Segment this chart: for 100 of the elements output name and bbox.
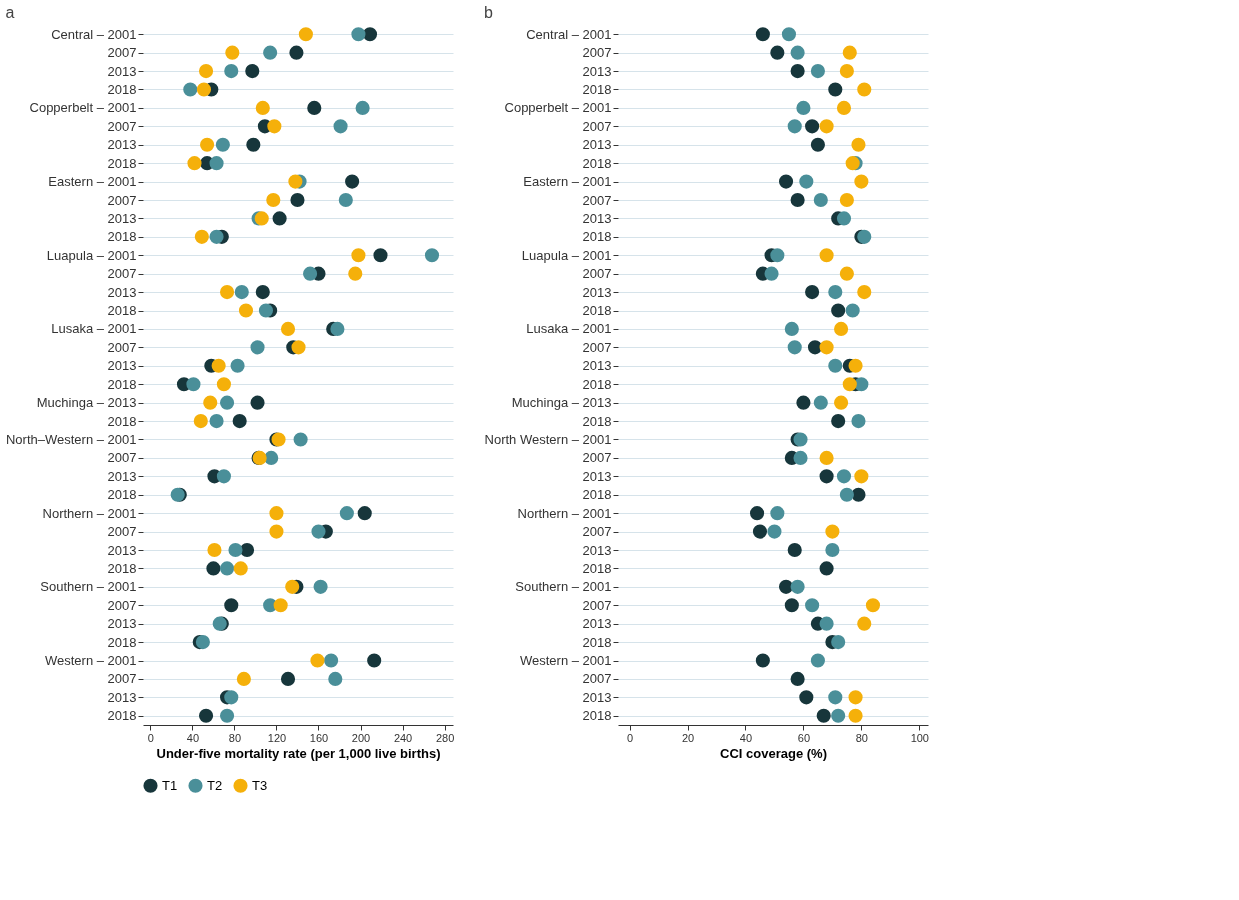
point — [303, 266, 318, 281]
point — [845, 303, 860, 318]
point — [220, 708, 235, 723]
point — [836, 100, 852, 115]
point — [288, 174, 303, 189]
point — [793, 450, 808, 465]
y-tick-label: 2018 — [107, 81, 137, 97]
point — [289, 45, 304, 60]
y-tick-label: 2013 — [107, 468, 137, 484]
y-tick-label: Luapula – 2001 — [521, 247, 612, 263]
point — [790, 45, 805, 60]
point — [338, 192, 353, 208]
point — [834, 321, 849, 336]
y-tick-label: 2007 — [107, 671, 137, 687]
point — [842, 45, 857, 60]
point — [351, 248, 366, 263]
x-tick-label: 40 — [739, 731, 753, 744]
y-tick-label: 2013 — [582, 616, 612, 632]
point — [790, 64, 805, 79]
y-tick-label: Southern – 2001 — [40, 579, 137, 595]
point — [834, 395, 849, 410]
point — [193, 414, 208, 429]
point — [209, 156, 224, 171]
y-tick-label: 2013 — [582, 358, 612, 374]
x-tick-label: 100 — [910, 731, 929, 744]
y-tick-label: 2018 — [582, 229, 612, 245]
point — [770, 248, 785, 263]
y-tick-label: 2018 — [107, 560, 137, 576]
y-tick-label: 2013 — [107, 137, 137, 153]
y-tick-label: Muchinga – 2013 — [36, 395, 137, 411]
x-tick-label: 40 — [186, 731, 200, 744]
y-tick-label: 2013 — [107, 284, 137, 300]
point — [232, 414, 247, 429]
y-tick-label: 2007 — [582, 45, 612, 61]
point — [810, 653, 825, 668]
point — [810, 64, 825, 79]
point — [285, 579, 300, 594]
point — [857, 285, 872, 300]
y-tick-label: 2007 — [107, 597, 137, 613]
point — [764, 266, 779, 281]
point — [828, 285, 843, 300]
point — [857, 616, 872, 631]
point — [787, 542, 802, 558]
point — [831, 635, 846, 650]
y-tick-label: 2013 — [582, 689, 612, 705]
y-tick-label: 2007 — [582, 118, 612, 134]
y-tick-label: 2018 — [582, 413, 612, 429]
y-tick-label: 2013 — [107, 210, 137, 226]
point — [367, 653, 382, 668]
y-tick-label: 2013 — [582, 542, 612, 558]
x-axis-title: Under-five mortality rate (per 1,000 live births) — [156, 745, 441, 761]
point — [784, 598, 799, 613]
point — [220, 285, 235, 300]
point — [230, 358, 245, 373]
y-tick-label: Copperbelt – 2001 — [29, 100, 137, 116]
point — [211, 358, 226, 373]
y-tick-label: Lusaka – 2001 — [51, 321, 137, 337]
x-tick-label: 0 — [147, 731, 154, 744]
y-tick-label: 2007 — [107, 45, 137, 61]
point — [228, 542, 243, 558]
point — [839, 487, 854, 502]
point — [264, 450, 279, 465]
point — [293, 432, 308, 447]
y-tick-label: Northern – 2001 — [42, 505, 137, 521]
y-tick-label: 2018 — [582, 81, 612, 97]
point — [805, 119, 820, 134]
y-tick-label: Eastern – 2001 — [48, 174, 137, 190]
point — [778, 174, 794, 189]
point — [345, 174, 360, 189]
point — [778, 579, 794, 594]
point — [234, 285, 249, 300]
y-tick-label: 2018 — [582, 634, 612, 650]
y-tick-label: 2013 — [107, 63, 137, 79]
point — [246, 137, 261, 152]
point — [266, 192, 281, 208]
point — [207, 542, 222, 558]
y-tick-label: 2007 — [582, 524, 612, 540]
y-tick-label: 2018 — [582, 708, 612, 724]
point — [311, 524, 326, 539]
y-tick-label: 2018 — [582, 155, 612, 171]
point — [770, 506, 785, 521]
point — [825, 542, 840, 558]
point — [203, 395, 218, 410]
x-tick-label: 20 — [681, 731, 695, 744]
point — [216, 469, 231, 484]
x-tick-label: 80 — [228, 731, 242, 744]
y-tick-label: 2007 — [582, 192, 612, 208]
point — [280, 321, 296, 336]
y-tick-label: 2013 — [107, 616, 137, 632]
point — [828, 82, 843, 97]
point — [224, 690, 239, 705]
point — [310, 653, 325, 668]
x-tick-label: 0 — [627, 731, 634, 744]
point — [198, 64, 214, 79]
point — [839, 192, 854, 208]
point — [245, 64, 260, 79]
y-tick-label: 2007 — [107, 524, 137, 540]
point — [224, 64, 239, 79]
point — [187, 156, 202, 171]
point — [819, 616, 834, 631]
